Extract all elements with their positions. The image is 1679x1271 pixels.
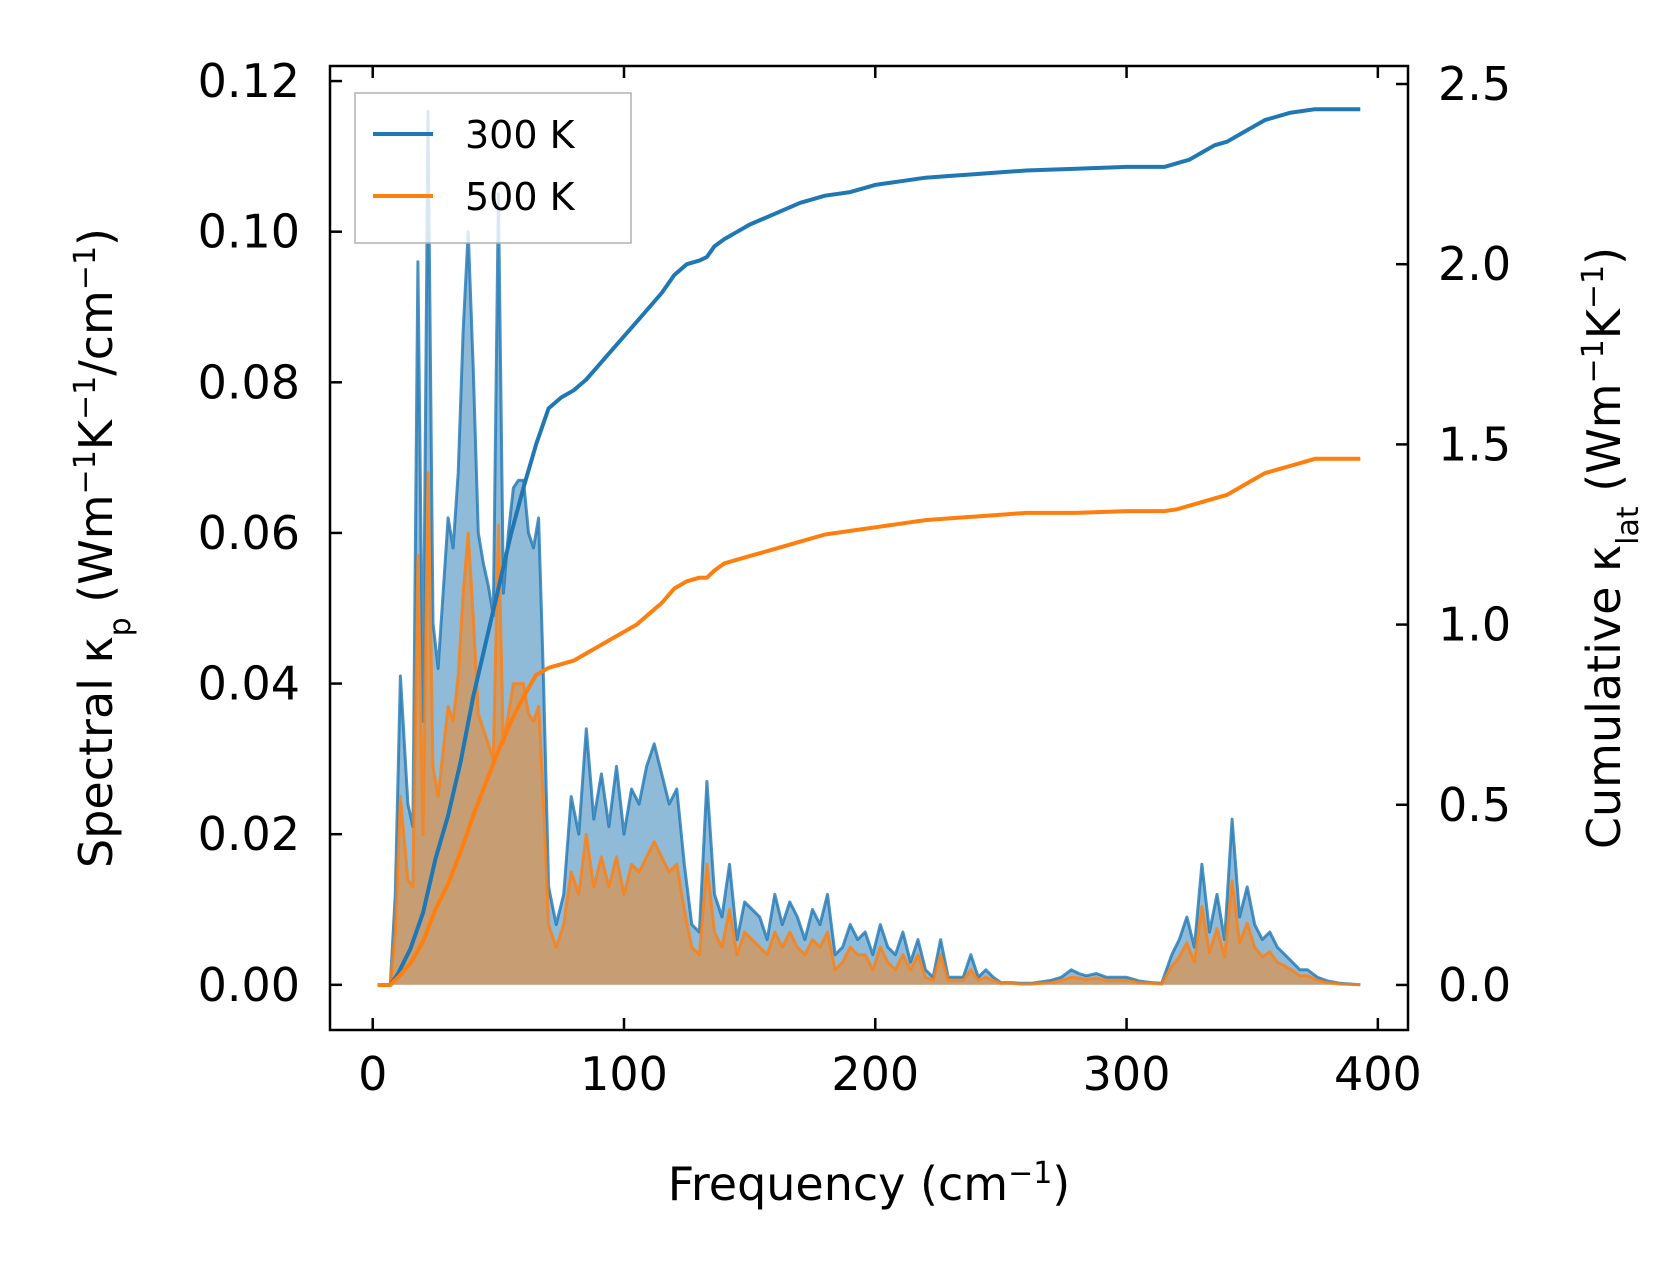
x-axis-label: Frequency (cm−1) (668, 1156, 1071, 1212)
left-y-tick-label: 0.10 (198, 205, 300, 259)
right-y-tick-label: 0.0 (1438, 958, 1511, 1012)
legend-label-500k: 500 K (465, 175, 576, 219)
x-tick-label: 0 (358, 1047, 387, 1101)
right-y-tick-label: 1.0 (1438, 598, 1511, 652)
right-y-tick-label: 1.5 (1438, 417, 1511, 471)
spectral-500k-line (377, 471, 1361, 987)
legend: 300 K 500 K (354, 92, 632, 244)
left-y-tick-label: 0.06 (198, 506, 300, 560)
spectral-500k-area (377, 472, 1361, 985)
cumulative-500k-line (377, 456, 1361, 987)
left-y-tick-label: 0.04 (198, 657, 300, 711)
x-tick-label: 100 (580, 1047, 668, 1101)
right-y-tick-label: 2.5 (1438, 57, 1511, 111)
tick-layer: 0 100 200 300 400 0.00 0.02 0.04 0.06 0.08 0.10 0.1… (198, 54, 1512, 1101)
x-tick-label: 200 (831, 1047, 919, 1101)
x-tick-label: 400 (1334, 1047, 1422, 1101)
left-y-tick-label: 0.02 (198, 807, 300, 861)
left-y-tick-label: 0.12 (198, 54, 300, 108)
plot-frame (328, 64, 1410, 1032)
x-tick-label: 300 (1083, 1047, 1171, 1101)
legend-label-300k: 300 K (465, 113, 576, 157)
right-y-tick-label: 2.0 (1438, 237, 1511, 291)
series-layer (377, 107, 1361, 987)
spectral-300k-line (377, 109, 1361, 987)
left-y-tick-label: 0.00 (198, 958, 300, 1012)
legend-frame (354, 92, 632, 244)
cumulative-300k-line (377, 107, 1361, 987)
left-y-tick-label: 0.08 (198, 355, 300, 409)
right-y-tick-label: 0.5 (1438, 778, 1511, 832)
